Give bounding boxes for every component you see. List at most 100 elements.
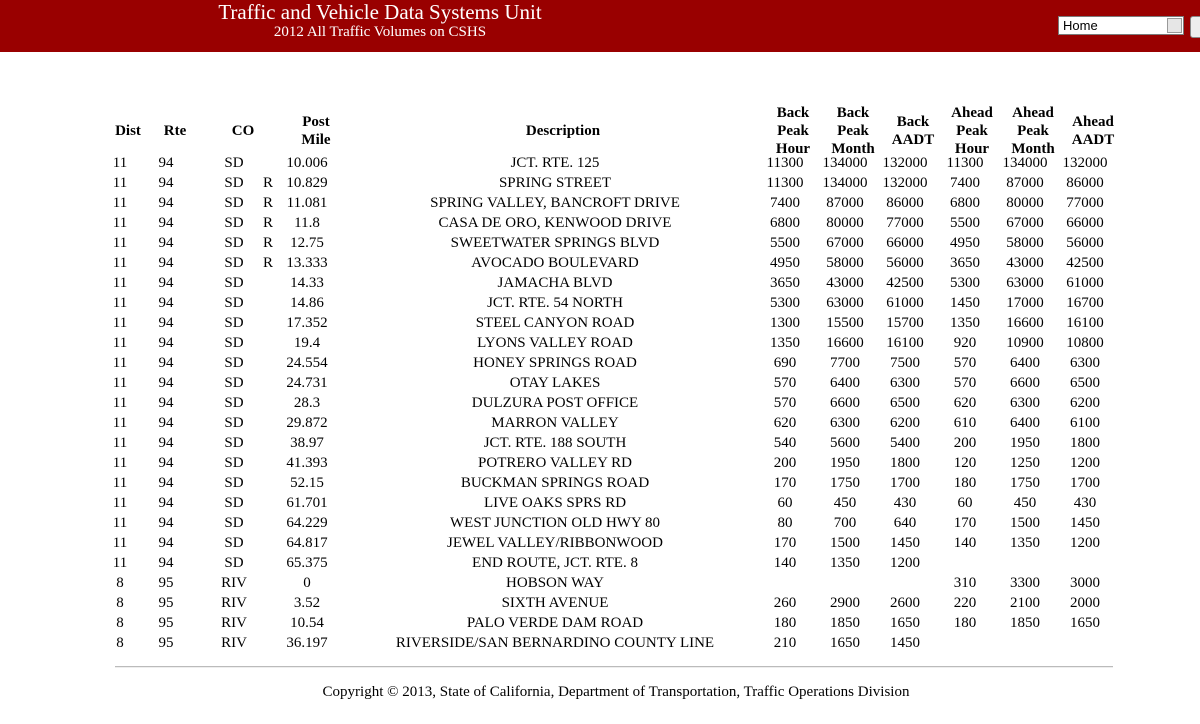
table-cell: 3000: [1070, 575, 1100, 591]
table-cell: SD: [224, 495, 244, 511]
go-button[interactable]: [1190, 16, 1200, 38]
table-cell: 310: [953, 575, 977, 591]
table-cell: 920: [953, 335, 977, 351]
table-cell: 610: [953, 415, 977, 431]
table-cell: R: [262, 235, 274, 251]
table-cell: 11300: [766, 175, 804, 191]
table-cell: RIV: [221, 575, 247, 591]
table-cell: JEWEL VALLEY/RIBBONWOOD: [447, 535, 663, 551]
table-cell: SPRING STREET: [498, 175, 612, 191]
table-cell: JCT. RTE. 54 NORTH: [487, 295, 623, 311]
table-cell: 87000: [1006, 175, 1044, 191]
table-cell: 11: [112, 435, 128, 451]
table-cell: SPRING VALLEY, BANCROFT DRIVE: [430, 195, 680, 211]
table-cell: 64.229: [286, 515, 328, 531]
table-cell: MARRON VALLEY: [491, 415, 619, 431]
table-cell: 11.8: [294, 215, 320, 231]
table-cell: SD: [224, 375, 244, 391]
table-cell: SD: [224, 515, 244, 531]
table-cell: 1500: [830, 535, 860, 551]
table-cell: 8: [116, 635, 124, 651]
table-cell: 61000: [886, 295, 924, 311]
table-cell: 1650: [890, 615, 920, 631]
table-cell: LYONS VALLEY ROAD: [477, 335, 633, 351]
table-cell: R: [262, 255, 274, 271]
nav-select[interactable]: Home: [1058, 16, 1184, 35]
table-cell: 220: [953, 595, 977, 611]
table-cell: 11300: [766, 156, 804, 171]
table-cell: 170: [953, 515, 977, 531]
table-cell: SD: [224, 156, 244, 171]
table-cell: 11: [112, 215, 128, 231]
copyright: Copyright © 2013, State of California, D…: [322, 684, 910, 700]
table-cell: SD: [224, 295, 244, 311]
table-cell: CASA DE ORO, KENWOOD DRIVE: [438, 215, 672, 231]
table-cell: 1650: [1070, 615, 1100, 631]
table-cell: 132000: [1062, 156, 1108, 171]
table-cell: 66000: [1066, 215, 1104, 231]
table-cell: 16600: [1006, 315, 1044, 331]
table-cell: 210: [773, 635, 797, 651]
table-cell: 66000: [886, 235, 924, 251]
table-cell: 10800: [1066, 335, 1104, 351]
table-cell: 11: [112, 315, 128, 331]
column-header: Ahead Peak Month: [1011, 105, 1055, 157]
table-cell: SD: [224, 355, 244, 371]
table-cell: 8: [116, 575, 124, 591]
table-cell: 1950: [1010, 435, 1040, 451]
table-cell: 11: [112, 156, 128, 171]
table-cell: 11: [112, 475, 128, 491]
table-cell: 94: [158, 215, 174, 231]
table-cell: 77000: [1066, 195, 1104, 211]
column-header: Dist: [115, 123, 141, 139]
table-cell: 1800: [890, 455, 920, 471]
table-cell: 63000: [1006, 275, 1044, 291]
table-cell: 61000: [1066, 275, 1104, 291]
table-cell: 42500: [886, 275, 924, 291]
table-cell: WEST JUNCTION OLD HWY 80: [450, 515, 660, 531]
table-cell: 94: [158, 435, 174, 451]
table-cell: SD: [224, 255, 244, 271]
table-cell: 94: [158, 355, 174, 371]
table-cell: 16600: [826, 335, 864, 351]
table-cell: 1350: [950, 315, 980, 331]
table-cell: 2100: [1010, 595, 1040, 611]
table-cell: 1450: [950, 295, 980, 311]
table-cell: 134000: [1002, 156, 1048, 171]
table-cell: HOBSON WAY: [506, 575, 604, 591]
column-header: Rte: [163, 123, 187, 139]
table-cell: 6200: [890, 415, 920, 431]
table-cell: 10.54: [290, 615, 324, 631]
table-cell: SD: [224, 315, 244, 331]
table-cell: 17.352: [286, 315, 328, 331]
table-cell: 6500: [890, 395, 920, 411]
table-cell: 94: [158, 555, 174, 571]
table-cell: 67000: [1006, 215, 1044, 231]
table-cell: 95: [158, 615, 174, 631]
table-cell: 1700: [1070, 475, 1100, 491]
table-cell: 640: [893, 515, 917, 531]
table-cell: 11: [112, 395, 128, 411]
table-cell: 1200: [890, 555, 920, 571]
table-cell: 3.52: [293, 595, 321, 611]
header-bar: Traffic and Vehicle Data Systems Unit 20…: [0, 0, 1200, 52]
table-cell: 11: [112, 335, 128, 351]
table-cell: 570: [773, 395, 797, 411]
table-cell: 6400: [1010, 355, 1040, 371]
table-cell: SD: [224, 535, 244, 551]
title: Traffic and Vehicle Data Systems Unit: [218, 0, 542, 24]
table-cell: 3650: [950, 255, 980, 271]
table-cell: 3300: [1010, 575, 1040, 591]
table-cell: 6600: [830, 395, 860, 411]
table-cell: 11: [112, 275, 128, 291]
table-cell: 180: [773, 615, 797, 631]
table-cell: 17000: [1006, 295, 1044, 311]
table-cell: 620: [953, 395, 977, 411]
table-cell: 38.97: [290, 435, 324, 451]
select-arrow[interactable]: [1167, 18, 1182, 33]
table-cell: 1200: [1070, 535, 1100, 551]
table-cell: 94: [158, 515, 174, 531]
table-cell: 260: [773, 595, 797, 611]
table-cell: 1450: [1070, 515, 1100, 531]
